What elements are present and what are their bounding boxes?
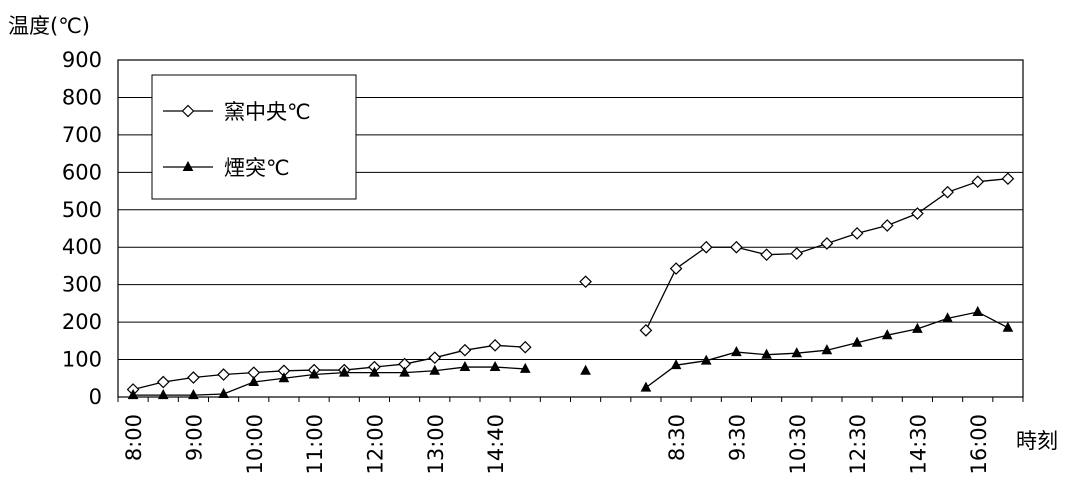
- y-tick-label: 300: [62, 273, 102, 297]
- x-tick-label: 12:30: [846, 414, 870, 475]
- data-point: [248, 375, 260, 387]
- data-point: [639, 324, 653, 337]
- data-point: [308, 368, 320, 379]
- data-point: [881, 329, 893, 340]
- data-point: [941, 185, 954, 199]
- x-axis-ticks: 8:00 9:00 10:00 11:00 12:00 13:00 14:40 8:30 9:3…: [117, 397, 1024, 475]
- data-point: [640, 381, 652, 392]
- y-tick-label: 200: [62, 310, 102, 334]
- y-tick-label: 400: [62, 235, 102, 259]
- x-tick-label: 10:00: [243, 414, 267, 475]
- data-point: [218, 387, 229, 399]
- x-tick-label: 13:00: [424, 414, 448, 475]
- data-point: [187, 371, 200, 384]
- data-point: [670, 359, 682, 370]
- data-point: [760, 248, 773, 262]
- data-point: [338, 366, 350, 377]
- data-point: [580, 364, 591, 375]
- data-point: [278, 372, 290, 383]
- x-tick-label: 16:00: [967, 414, 991, 475]
- data-point: [971, 175, 985, 189]
- data-point: [1001, 172, 1015, 186]
- data-point: [181, 104, 195, 118]
- data-point: [217, 368, 230, 381]
- legend-item-kiln-center: 窯中央℃: [163, 100, 311, 124]
- legend-label: 煙突℃: [224, 156, 290, 180]
- legend: 窯中央℃ 煙突℃: [151, 74, 357, 200]
- data-point: [459, 360, 471, 372]
- x-tick-label: 10:30: [786, 414, 810, 475]
- data-point: [669, 262, 683, 275]
- series-line: [645, 178, 1008, 331]
- data-point: [429, 364, 441, 375]
- data-point: [399, 366, 410, 377]
- y-tick-label: 900: [62, 48, 102, 72]
- x-tick-label: 14:40: [484, 414, 508, 475]
- data-point: [127, 389, 139, 400]
- data-point: [972, 305, 984, 317]
- data-point: [821, 344, 833, 355]
- data-point: [791, 347, 803, 358]
- data-point: [790, 247, 804, 260]
- data-point: [942, 312, 953, 323]
- x-axis-label: 時刻: [1016, 429, 1058, 453]
- data-point: [761, 348, 772, 359]
- data-point: [369, 366, 380, 377]
- data-point: [730, 240, 743, 254]
- series-diamond: [126, 172, 1015, 396]
- legend-box: [151, 74, 357, 200]
- data-point: [911, 207, 924, 220]
- data-point: [188, 389, 199, 400]
- legend-item-chimney: 煙突℃: [163, 156, 290, 180]
- data-point: [157, 389, 169, 400]
- data-point: [850, 227, 864, 240]
- series-triangle: [127, 305, 1014, 400]
- y-tick-label: 700: [62, 123, 102, 147]
- x-tick-label: 14:30: [906, 414, 930, 475]
- data-point: [912, 322, 923, 333]
- data-point: [489, 360, 501, 372]
- y-axis-ticks: 0 100 200 300 400 500 600 700 800 900: [62, 48, 102, 409]
- data-point: [1002, 321, 1014, 332]
- x-tick-label: 8:30: [665, 414, 689, 461]
- data-point: [458, 343, 472, 357]
- data-point: [700, 354, 712, 365]
- data-point: [519, 362, 531, 373]
- data-point: [156, 375, 170, 389]
- x-tick-label: 9:30: [725, 414, 749, 461]
- y-axis-label: 温度(℃): [8, 14, 90, 38]
- data-point: [518, 340, 532, 354]
- x-tick-label: 9:00: [182, 414, 206, 461]
- data-point: [731, 345, 742, 357]
- series-line: [133, 366, 526, 396]
- data-point: [182, 160, 194, 171]
- y-tick-label: 600: [62, 160, 102, 184]
- y-tick-label: 0: [89, 385, 102, 409]
- x-tick-label: 11:00: [303, 414, 327, 475]
- data-point: [880, 219, 894, 232]
- data-point: [699, 240, 713, 254]
- y-tick-label: 500: [62, 198, 102, 222]
- y-tick-label: 100: [62, 348, 102, 372]
- data-point: [488, 338, 502, 352]
- data-point: [851, 336, 863, 347]
- data-point: [428, 351, 442, 365]
- series-layer: [126, 172, 1015, 400]
- legend-label: 窯中央℃: [224, 100, 311, 124]
- y-tick-label: 800: [62, 85, 102, 109]
- x-tick-label: 12:00: [363, 414, 387, 475]
- x-tick-label: 8:00: [122, 414, 146, 461]
- data-point: [579, 275, 592, 289]
- data-point: [820, 237, 834, 250]
